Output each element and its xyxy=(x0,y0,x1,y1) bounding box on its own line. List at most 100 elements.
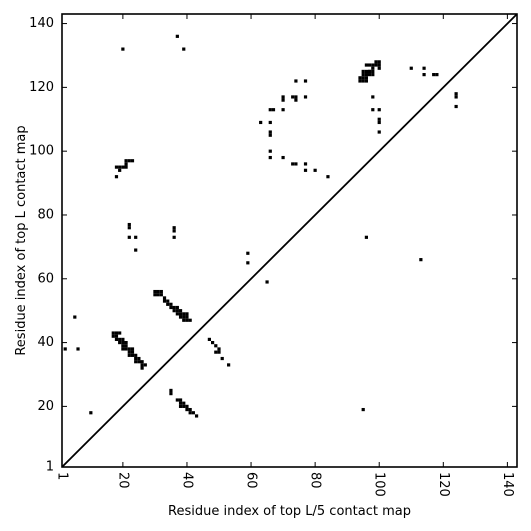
contact-point xyxy=(368,63,372,67)
contact-point xyxy=(159,293,163,297)
contact-point xyxy=(175,398,179,402)
x-tick-label: 1 xyxy=(55,472,70,480)
contact-point xyxy=(137,360,141,364)
contact-point xyxy=(422,73,426,77)
contact-point xyxy=(178,315,183,319)
contact-point xyxy=(371,66,375,70)
contact-point xyxy=(368,73,372,77)
contact-point xyxy=(118,331,122,335)
contact-point xyxy=(172,235,176,239)
contact-point xyxy=(361,73,365,77)
contact-point xyxy=(169,302,173,306)
plot-area xyxy=(61,13,518,468)
contact-point xyxy=(121,347,125,351)
contact-point xyxy=(182,315,186,319)
contact-point xyxy=(364,235,368,239)
contact-point xyxy=(358,76,362,80)
contact-point xyxy=(130,159,135,163)
contact-point xyxy=(188,411,192,415)
contact-point xyxy=(303,168,308,172)
contact-point xyxy=(326,175,330,179)
contact-point xyxy=(409,66,413,70)
contact-point xyxy=(419,258,423,262)
x-tick-label: 40 xyxy=(179,472,194,489)
x-tick-label: 20 xyxy=(115,472,130,489)
contact-point xyxy=(364,73,368,77)
contact-point xyxy=(454,104,458,109)
contact-point xyxy=(140,366,144,370)
contact-point xyxy=(358,79,362,83)
contact-point xyxy=(111,331,115,335)
x-axis: 1 20 40 60 80 100 120 140 xyxy=(55,14,515,497)
contact-point xyxy=(172,226,176,230)
contact-point xyxy=(182,404,186,408)
contact-point xyxy=(371,95,375,99)
contact-point xyxy=(303,79,308,83)
contact-point xyxy=(162,299,167,303)
contact-point xyxy=(114,175,119,179)
contact-point xyxy=(172,305,176,310)
x-axis-label: Residue index of top L/5 contact map xyxy=(168,504,411,519)
contact-point xyxy=(217,347,221,351)
contact-point xyxy=(130,350,135,354)
contact-point xyxy=(220,356,224,361)
contact-point xyxy=(214,350,218,354)
contact-point xyxy=(377,130,381,134)
x-tick-label: 140 xyxy=(500,472,515,497)
contact-point xyxy=(178,401,183,405)
contact-point xyxy=(268,149,272,153)
contact-point xyxy=(371,69,375,74)
contact-point xyxy=(156,293,160,297)
contact-point xyxy=(114,331,119,335)
contact-point xyxy=(127,353,131,357)
contact-point xyxy=(182,312,186,316)
contact-point xyxy=(143,363,147,367)
contact-point xyxy=(63,347,67,351)
contact-point xyxy=(364,69,368,74)
contact-point xyxy=(169,392,173,396)
contact-point xyxy=(114,165,119,169)
x-tick-label: 100 xyxy=(372,472,387,497)
contact-point xyxy=(124,344,128,348)
contact-point xyxy=(281,155,285,160)
contact-point xyxy=(178,309,183,313)
contact-point xyxy=(361,76,365,80)
contact-point xyxy=(114,337,119,341)
contact-point xyxy=(134,235,138,239)
contact-point xyxy=(281,95,285,99)
contact-point xyxy=(121,344,125,348)
contact-point xyxy=(364,79,368,83)
contact-point xyxy=(178,404,183,408)
contact-point xyxy=(374,60,378,64)
x-tick-label: 120 xyxy=(436,472,451,497)
contact-point xyxy=(153,293,157,297)
contact-point xyxy=(268,155,272,160)
contact-point xyxy=(368,69,372,74)
y-tick-label: 80 xyxy=(37,207,54,222)
contact-point xyxy=(127,159,131,163)
contact-point xyxy=(374,63,378,67)
y-tick-label: 40 xyxy=(37,335,54,350)
contact-point xyxy=(134,353,138,357)
contact-point xyxy=(118,168,122,172)
contact-point xyxy=(268,130,272,134)
contact-point xyxy=(175,309,179,313)
contact-point xyxy=(89,411,93,415)
contact-point xyxy=(435,73,439,77)
contact-point xyxy=(188,407,192,412)
contact-point xyxy=(364,63,368,67)
contact-point xyxy=(454,92,458,96)
contact-point xyxy=(127,222,131,227)
contact-point xyxy=(303,162,308,166)
contact-point xyxy=(291,95,295,99)
contact-point xyxy=(361,69,365,74)
contact-point xyxy=(361,407,365,412)
contact-point xyxy=(118,340,122,345)
contact-point xyxy=(271,108,276,112)
contact-point xyxy=(377,108,381,112)
contact-point xyxy=(169,305,173,310)
contact-point xyxy=(121,165,125,169)
contact-point xyxy=(182,401,186,405)
contact-point xyxy=(364,76,368,80)
